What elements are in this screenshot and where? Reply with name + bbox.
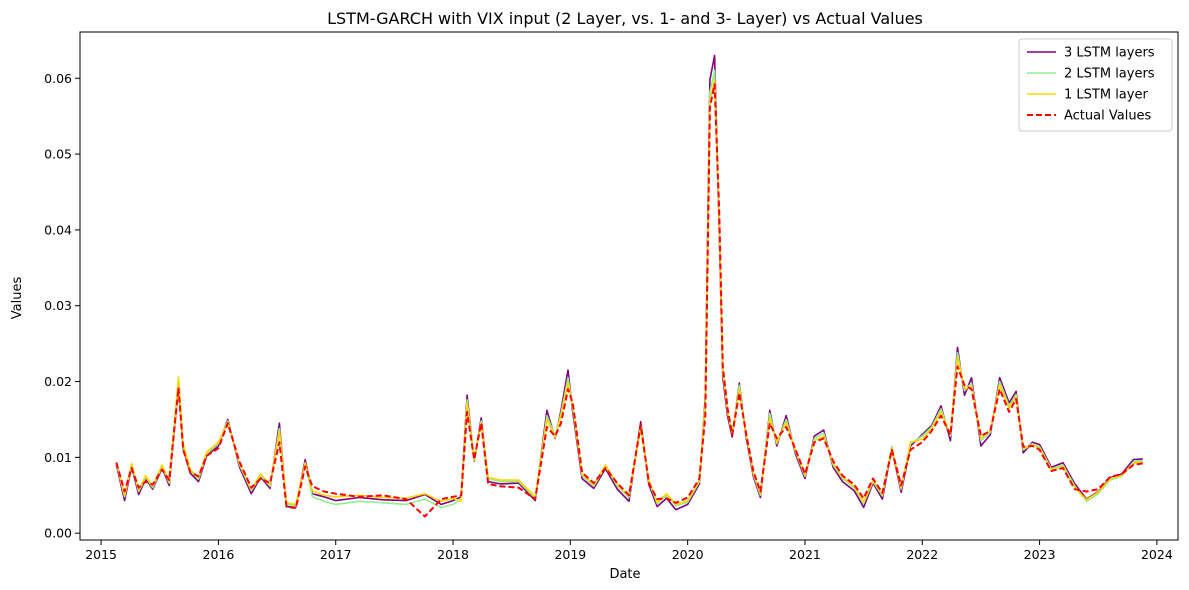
y-tick-label: 0.02 [44, 374, 72, 389]
series-layer [115, 54, 1143, 518]
series-line-4 [115, 83, 1143, 518]
x-tick-label: 2015 [85, 547, 117, 562]
x-tick-label: 2024 [1141, 547, 1173, 562]
legend: 3 LSTM layers 2 LSTM layers 1 LSTM layer Ac… [1018, 38, 1173, 132]
x-tick-label: 2023 [1024, 547, 1056, 562]
y-axis: 0.00 0.01 0.02 0.03 0.04 0.05 0.06 [44, 71, 80, 541]
y-tick-label: 0.03 [44, 298, 72, 313]
y-axis-label: Values [10, 277, 25, 320]
legend-label-2: 2 LSTM layers [1064, 67, 1155, 82]
legend-label-3: 1 LSTM layer [1064, 88, 1148, 103]
chart-title: LSTM-GARCH with VIX input (2 Layer, vs. … [327, 9, 923, 28]
x-axis-label: Date [609, 567, 640, 582]
y-tick-label: 0.04 [44, 222, 72, 237]
legend-label-4: Actual Values [1064, 109, 1152, 124]
x-tick-label: 2022 [906, 547, 938, 562]
plot-area-frame [79, 31, 1179, 541]
y-tick-label: 0.05 [44, 147, 72, 162]
legend-box [1018, 38, 1173, 132]
x-axis: 2015 2016 2017 2018 2019 2020 2021 2022 2023 2024 [85, 540, 1173, 562]
x-tick-label: 2018 [437, 547, 469, 562]
y-tick-label: 0.00 [44, 526, 72, 541]
x-tick-label: 2020 [672, 547, 704, 562]
legend-label-1: 3 LSTM layers [1064, 46, 1155, 61]
y-tick-label: 0.06 [44, 71, 72, 86]
series-line-1 [115, 54, 1143, 511]
x-tick-label: 2019 [554, 547, 586, 562]
x-tick-label: 2021 [789, 547, 821, 562]
x-tick-label: 2017 [320, 547, 352, 562]
x-tick-label: 2016 [203, 547, 235, 562]
y-tick-label: 0.01 [44, 450, 72, 465]
